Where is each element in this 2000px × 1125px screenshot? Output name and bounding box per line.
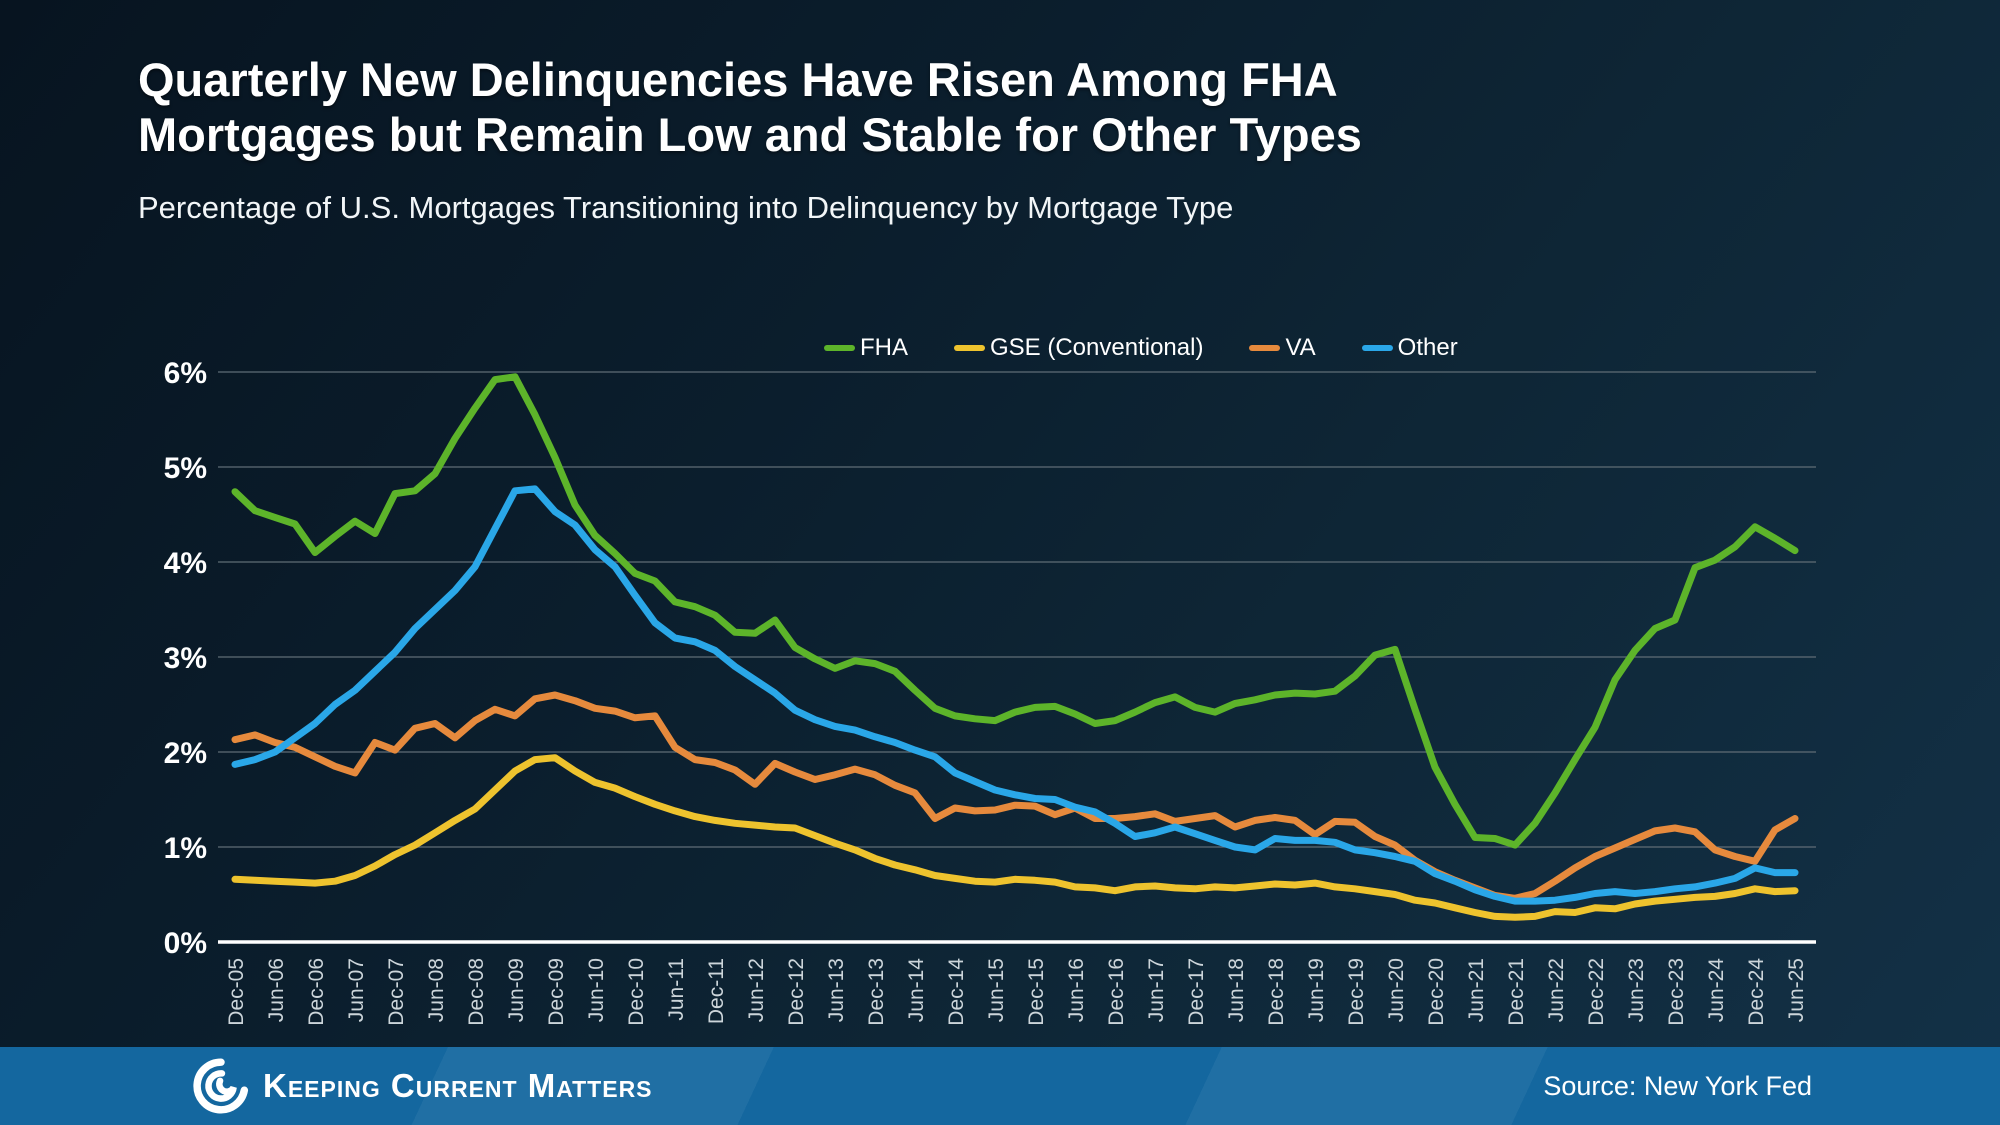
x-tick-label: Dec-07: [385, 958, 408, 1026]
legend-label-gse-conventional: GSE (Conventional): [990, 334, 1204, 361]
x-tick-label: Jun-21: [1465, 958, 1488, 1022]
y-tick-label: 0%: [164, 927, 207, 960]
series-line-gse-conventional: [231, 754, 1799, 921]
x-tick-label: Jun-12: [745, 958, 768, 1022]
x-tick-label: Dec-17: [1185, 958, 1208, 1026]
brand-name: Keeping Current Matters: [263, 1067, 653, 1104]
x-tick-label: Dec-16: [1105, 958, 1128, 1026]
x-tick-label: Dec-22: [1585, 958, 1608, 1026]
series-line-fha: [231, 373, 1799, 849]
legend-swatch-other: [1361, 345, 1393, 351]
x-tick-label: Dec-19: [1345, 958, 1368, 1026]
x-tick-label: Jun-20: [1385, 958, 1408, 1022]
x-tick-label: Jun-09: [505, 958, 528, 1022]
legend-swatch-va: [1249, 345, 1281, 351]
x-tick-label: Jun-11: [665, 958, 688, 1021]
footer-bar: Keeping Current Matters Source: New York…: [0, 1047, 2000, 1125]
x-tick-label: Dec-13: [865, 958, 888, 1026]
x-tick-label: Dec-09: [545, 958, 568, 1026]
kcm-swirl-logo-icon: [193, 1058, 249, 1114]
x-tick-label: Dec-20: [1425, 958, 1448, 1026]
x-tick-label: Jun-15: [985, 958, 1008, 1022]
x-tick-label: Dec-05: [225, 958, 248, 1026]
y-tick-label: 1%: [164, 832, 207, 865]
x-tick-label: Jun-18: [1225, 958, 1248, 1022]
x-tick-label: Dec-15: [1025, 958, 1048, 1026]
x-tick-label: Jun-06: [265, 958, 288, 1022]
legend-item-gse-conventional: GSE (Conventional): [954, 334, 1203, 362]
x-tick-label: Jun-10: [585, 958, 608, 1022]
x-tick-label: Dec-12: [785, 958, 808, 1026]
x-tick-label: Dec-06: [305, 958, 328, 1026]
legend-item-other: Other: [1361, 334, 1458, 362]
legend-label-va: VA: [1285, 334, 1316, 361]
x-tick-label: Jun-16: [1065, 958, 1088, 1022]
y-tick-label: 6%: [164, 357, 207, 390]
x-tick-label: Jun-25: [1785, 958, 1808, 1022]
series-line-va: [231, 691, 1799, 902]
legend-label-fha: FHA: [860, 334, 908, 361]
source-text: Source: New York Fed: [1543, 1070, 1812, 1101]
x-tick-label: Jun-24: [1705, 958, 1728, 1023]
series-line-other: [231, 485, 1799, 905]
legend-swatch-fha: [824, 345, 855, 351]
legend-label-other: Other: [1397, 334, 1458, 361]
x-tick-label: Dec-10: [625, 958, 648, 1026]
y-tick-label: 5%: [164, 452, 207, 485]
x-tick-label: Jun-08: [425, 958, 448, 1022]
x-tick-label: Dec-18: [1265, 958, 1288, 1026]
x-tick-label: Jun-23: [1625, 958, 1648, 1022]
x-tick-label: Dec-11: [705, 958, 728, 1024]
chart-title: Quarterly New Delinquencies Have Risen A…: [138, 53, 1362, 162]
y-tick-label: 2%: [164, 737, 207, 770]
x-tick-label: Jun-14: [905, 958, 928, 1023]
x-tick-label: Jun-13: [825, 958, 848, 1022]
x-tick-label: Jun-07: [345, 958, 368, 1022]
x-tick-label: Dec-14: [945, 958, 968, 1026]
legend-item-fha: FHA: [824, 334, 908, 362]
legend-item-va: VA: [1249, 334, 1316, 362]
x-tick-label: Dec-24: [1745, 958, 1768, 1026]
brand-lockup: Keeping Current Matters: [193, 1047, 653, 1125]
x-tick-label: Dec-23: [1665, 958, 1688, 1026]
x-tick-label: Dec-08: [465, 958, 488, 1026]
y-tick-label: 4%: [164, 547, 207, 580]
chart-legend: FHA GSE (Conventional) VA Other: [824, 334, 1458, 362]
legend-swatch-gse-conventional: [954, 345, 985, 351]
y-tick-label: 3%: [164, 642, 207, 675]
x-tick-label: Jun-19: [1305, 958, 1328, 1022]
x-tick-label: Jun-17: [1145, 958, 1168, 1022]
x-tick-label: Dec-21: [1505, 958, 1528, 1026]
chart-subtitle: Percentage of U.S. Mortgages Transitioni…: [138, 190, 1234, 225]
x-tick-label: Jun-22: [1545, 958, 1568, 1022]
